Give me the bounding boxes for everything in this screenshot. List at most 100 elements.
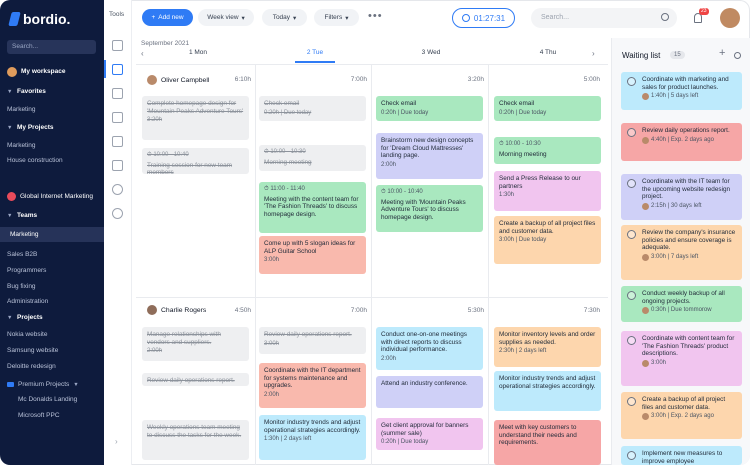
task-card[interactable]: Check email 0:20h | Due today: [494, 96, 601, 121]
waiting-item[interactable]: Coordinate with content team for 'The Fa…: [621, 331, 742, 386]
waiting-item[interactable]: Coordinate with the IT team for the upco…: [621, 174, 742, 220]
task-card[interactable]: Check email 0:20h | Due today: [259, 96, 366, 121]
sidebar-item-label: Administration: [7, 298, 49, 305]
clipboard-tool-icon[interactable]: [112, 88, 123, 99]
waiting-item-meta-text: 0:30h | Due tommorow: [651, 307, 712, 314]
day-header-wed[interactable]: 3 Wed: [421, 49, 441, 56]
sidebar-workspace[interactable]: My workspace: [7, 64, 99, 79]
sidebar-org[interactable]: Global Internet Marketing: [7, 189, 99, 204]
today-dropdown[interactable]: Today ▾: [262, 9, 307, 26]
chevron-left-icon[interactable]: ‹: [141, 49, 144, 58]
task-card[interactable]: Monitor industry trends and adjust opera…: [494, 371, 601, 411]
task-card[interactable]: Review daily operations report.: [142, 373, 249, 386]
sidebar-projects[interactable]: ▼ Projects: [7, 310, 99, 325]
search-placeholder: Search...: [541, 14, 570, 21]
gear-tool-icon[interactable]: [112, 208, 123, 219]
waiting-item[interactable]: Coordinate with marketing and sales for …: [621, 72, 742, 110]
checkbox[interactable]: [627, 336, 636, 345]
sidebar-item-bug-fixing[interactable]: Bug fixing: [7, 279, 99, 294]
more-options-icon[interactable]: •••: [368, 10, 383, 22]
day-header-thu[interactable]: 4 Thu: [539, 49, 557, 56]
checkbox[interactable]: [627, 128, 636, 137]
week-view-dropdown[interactable]: Week view ▾: [198, 9, 254, 26]
sidebar-item-team-marketing[interactable]: Marketing: [0, 227, 104, 242]
task-card[interactable]: Conduct one-on-one meetings with direct …: [376, 327, 483, 370]
sidebar-item-samsung-website[interactable]: Samsung website: [7, 343, 99, 358]
task-card[interactable]: Check email 0:20h | Due today: [376, 96, 483, 121]
checkbox[interactable]: [627, 230, 636, 239]
sidebar-my-projects[interactable]: ▼ My Projects: [7, 120, 99, 135]
sidebar-item-marketing[interactable]: Marketing: [7, 138, 99, 153]
sidebar-item-deloitte-redesign[interactable]: Deloitte redesign: [7, 359, 99, 374]
waiting-item-meta: 3:00h: [642, 360, 737, 368]
logo[interactable]: bordio.: [8, 11, 70, 27]
chevron-right-icon[interactable]: ›: [592, 49, 595, 58]
sidebar-premium-projects[interactable]: Premium Projects ▼: [7, 377, 99, 392]
checkbox[interactable]: [627, 451, 636, 460]
plus-icon: +: [151, 14, 156, 21]
waiting-item[interactable]: Implement new measures to improve employ…: [621, 446, 742, 465]
waiting-item[interactable]: Review daily operations report. 4:40h | E…: [621, 123, 742, 161]
calendar-tool-icon[interactable]: [112, 64, 123, 75]
search-icon[interactable]: [734, 52, 741, 59]
task-card[interactable]: ⏱ 11:00 - 11:40 Meeting with the content …: [259, 182, 366, 233]
task-card[interactable]: Review daily operations report. 3:00h: [259, 327, 366, 354]
person-oliver-campbell[interactable]: Oliver Campbell: [147, 75, 209, 85]
add-new-button[interactable]: + Add new: [142, 9, 193, 26]
waiting-item[interactable]: Review the company's insurance policies …: [621, 225, 742, 280]
sidebar-search-input[interactable]: Search...: [7, 40, 96, 54]
waiting-item[interactable]: Create a backup of all project files and…: [621, 392, 742, 439]
day-header-mon[interactable]: 1 Mon: [188, 49, 208, 56]
task-card[interactable]: ⏱ 10:00 - 10:30 Morning meeting: [259, 145, 366, 171]
task-card[interactable]: Manage relationships with vendors and su…: [142, 327, 249, 361]
sidebar-teams[interactable]: ▼ Teams: [7, 208, 99, 223]
sidebar-favorites[interactable]: ▼ Favorites: [7, 84, 99, 99]
sidebar-item-fav-marketing[interactable]: Marketing: [7, 102, 99, 117]
sidebar-item-programmers[interactable]: Programmers: [7, 263, 99, 278]
task-card[interactable]: Create a backup of all project files and…: [494, 216, 601, 264]
plus-icon[interactable]: +: [719, 47, 726, 59]
task-card[interactable]: Monitor industry trends and adjust opera…: [259, 415, 366, 460]
user-avatar[interactable]: [720, 8, 740, 28]
sidebar-item-administration[interactable]: Administration: [7, 294, 99, 309]
hours-total: 7:00h: [350, 76, 367, 83]
task-card[interactable]: ⏱ 10:00 - 10:40 Meeting with 'Mountain Pe…: [376, 185, 483, 232]
waiting-item-title: Coordinate with marketing and sales for …: [642, 76, 729, 91]
bell-icon[interactable]: [694, 13, 702, 23]
timer-button[interactable]: 01:27:31: [452, 8, 515, 28]
task-card[interactable]: Monitor inventory levels and order suppl…: [494, 327, 601, 367]
sidebar-item-house-construction[interactable]: House construction: [7, 153, 99, 168]
user-tool-icon[interactable]: [112, 184, 123, 195]
avatar: [642, 93, 649, 101]
search-input[interactable]: Search...: [531, 8, 677, 28]
notes-tool-icon[interactable]: [112, 160, 123, 171]
task-card[interactable]: Come up with 5 slogan ideas for ALP Guit…: [259, 236, 366, 274]
sidebar-item-microsoft-ppc[interactable]: Microsoft PPC: [18, 408, 104, 423]
task-card[interactable]: ⏱ 10:00 - 10:40 Training session for new …: [142, 148, 249, 174]
add-new-label: Add new: [158, 14, 184, 21]
task-card[interactable]: Brainstorm new design concepts for 'Drea…: [376, 133, 483, 179]
person-charlie-rogers[interactable]: Charlie Rogers: [147, 305, 206, 315]
task-card[interactable]: ⏱ 10:00 - 10:30 Morning meeting: [494, 137, 601, 164]
sidebar-item-sales-b2b[interactable]: Sales B2B: [7, 247, 99, 262]
checkbox[interactable]: [627, 77, 636, 86]
task-card[interactable]: Send a Press Release to our partners 1:30…: [494, 171, 601, 211]
task-card[interactable]: Get client approval for banners (summer …: [376, 418, 483, 450]
chat-tool-icon[interactable]: [112, 112, 123, 123]
checkbox[interactable]: [627, 397, 636, 406]
checkbox[interactable]: [627, 179, 636, 188]
task-card[interactable]: Weekly operations team meeting to discus…: [142, 420, 249, 460]
sidebar-item-mc-donalds-landing[interactable]: Mc Donalds Landing: [18, 392, 104, 407]
checkbox[interactable]: [627, 291, 636, 300]
filters-dropdown[interactable]: Filters ▾: [314, 9, 359, 26]
day-header-tue[interactable]: 2 Tue: [306, 49, 324, 56]
task-card[interactable]: Complete homepage design for 'Mountain P…: [142, 96, 249, 140]
task-card[interactable]: Coordinate with the IT department for sy…: [259, 363, 366, 408]
waiting-item[interactable]: Conduct weekly backup of all ongoing pro…: [621, 286, 742, 322]
sidebar-item-nokia-website[interactable]: Nokia website: [7, 327, 99, 342]
chevron-right-icon[interactable]: ›: [115, 437, 118, 446]
folder-tool-icon[interactable]: [112, 136, 123, 147]
list-tool-icon[interactable]: [112, 40, 123, 51]
task-card[interactable]: Attend an industry conference.: [376, 376, 483, 408]
task-card[interactable]: Meet with key customers to understand th…: [494, 420, 601, 465]
